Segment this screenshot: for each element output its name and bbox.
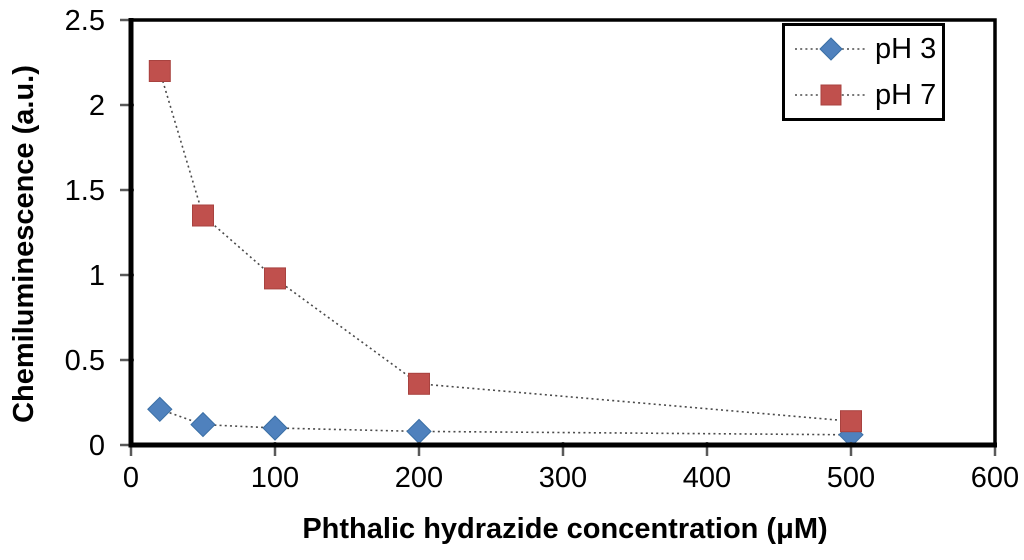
svg-text:400: 400 [683,462,731,494]
svg-text:600: 600 [971,462,1019,494]
svg-text:0: 0 [123,462,139,494]
svg-text:0: 0 [89,430,105,462]
legend-marker-ph3-icon [795,37,867,61]
svg-text:500: 500 [827,462,875,494]
svg-text:0.5: 0.5 [65,345,105,377]
svg-text:2: 2 [89,90,105,122]
svg-text:300: 300 [539,462,587,494]
x-axis-title: Phthalic hydrazide concentration (μM) [302,513,827,545]
legend: pH 3 pH 7 [782,23,945,121]
svg-text:200: 200 [395,462,443,494]
plot-area: 0 100 200 300 400 500 600 0 0.5 1 1.5 2 2.5 [65,5,1020,494]
legend-label-ph3: pH 3 [875,32,937,65]
svg-text:2.5: 2.5 [65,5,105,37]
y-axis-title: Chemiluminescence (a.u.) [8,65,40,423]
svg-text:100: 100 [251,462,299,494]
legend-label-ph7: pH 7 [875,78,937,111]
legend-item-ph7: pH 7 [793,72,942,118]
legend-marker-ph7-icon [795,84,867,106]
svg-text:1: 1 [89,260,105,292]
svg-text:1.5: 1.5 [65,175,105,207]
legend-item-ph3: pH 3 [793,26,942,72]
